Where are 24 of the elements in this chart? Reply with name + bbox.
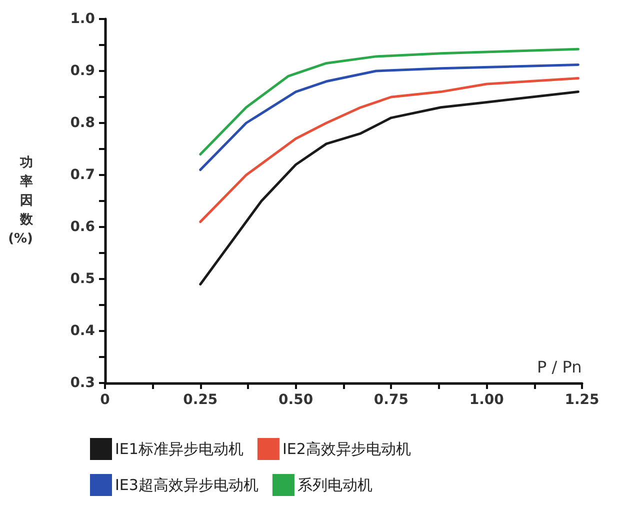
x-tick-label: 0 [100, 392, 110, 408]
y-tick-label: 0.3 [70, 375, 95, 391]
line-series [199, 90, 580, 286]
x-tick-label: 0.75 [374, 392, 408, 408]
y-tick-label: 1.0 [70, 11, 96, 27]
y-tick-label: 0.6 [70, 219, 95, 235]
line-series [199, 64, 580, 172]
x-tick-label: 0.25 [183, 392, 218, 408]
y-tick-label: 0.7 [70, 167, 95, 183]
x-tick-label: 1.25 [564, 392, 600, 408]
legend-label: IE1标准异步电动机 [115, 440, 244, 458]
x-tick-label: 0.50 [278, 392, 314, 408]
y-tick-label: 0.4 [70, 323, 96, 339]
legend-label: 系列电动机 [297, 476, 372, 494]
line-series [199, 77, 580, 224]
y-tick-label: 0.8 [70, 115, 95, 131]
legend-label: IE2高效异步电动机 [282, 440, 411, 458]
line-series [199, 48, 580, 156]
y-tick-label: 0.5 [70, 271, 95, 287]
y-axis-title: 功率因数(%) [8, 156, 34, 246]
legend-label: IE3超高效异步电动机 [115, 476, 258, 494]
x-axis-title: P / Pn [537, 358, 582, 376]
y-tick-label: 0.9 [70, 63, 95, 79]
x-tick-label: 1.00 [469, 392, 504, 408]
